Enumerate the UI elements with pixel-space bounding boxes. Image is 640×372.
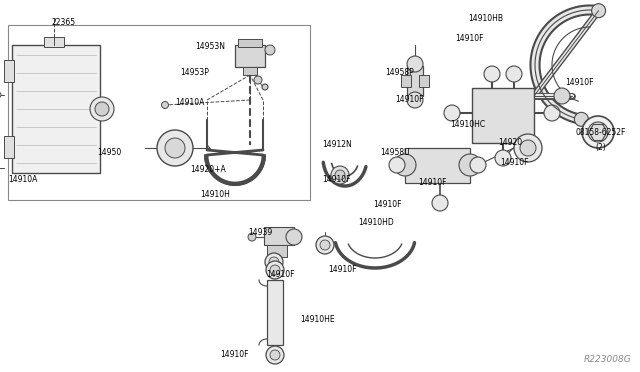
Bar	[264, 227, 294, 245]
Bar	[419, 75, 429, 87]
Text: 14958U: 14958U	[380, 148, 410, 157]
Circle shape	[270, 350, 280, 360]
Bar	[405, 153, 470, 178]
Text: 14910HE: 14910HE	[300, 315, 335, 324]
Text: 14910HB: 14910HB	[468, 14, 503, 23]
Text: 14910F: 14910F	[395, 95, 424, 104]
Circle shape	[262, 84, 268, 90]
Text: 14910F: 14910F	[455, 34, 483, 43]
Text: 14910H: 14910H	[200, 190, 230, 199]
Bar	[12, 45, 100, 173]
Circle shape	[90, 97, 114, 121]
Circle shape	[270, 265, 280, 275]
Text: 14910F: 14910F	[373, 200, 401, 209]
Circle shape	[554, 88, 570, 104]
Circle shape	[165, 138, 185, 158]
Circle shape	[591, 4, 605, 18]
Circle shape	[161, 102, 168, 109]
Text: 14939: 14939	[248, 228, 272, 237]
Circle shape	[574, 112, 588, 126]
Circle shape	[335, 170, 345, 180]
Bar	[267, 245, 287, 257]
Circle shape	[331, 166, 349, 184]
Text: 14910F: 14910F	[418, 178, 447, 187]
Circle shape	[394, 154, 416, 176]
Text: 14912N: 14912N	[322, 140, 352, 149]
Circle shape	[432, 195, 448, 211]
Bar	[238, 39, 262, 47]
Circle shape	[389, 157, 405, 173]
Text: 14910F: 14910F	[500, 158, 529, 167]
Circle shape	[157, 130, 193, 166]
Text: 14953N: 14953N	[195, 42, 225, 51]
Text: R223008G: R223008G	[584, 355, 632, 364]
Text: 08158-6252F: 08158-6252F	[575, 128, 625, 137]
Text: 14910HC: 14910HC	[450, 120, 485, 129]
Text: 14958P: 14958P	[385, 68, 413, 77]
Bar	[8, 25, 310, 200]
Text: 14950: 14950	[97, 148, 121, 157]
Circle shape	[316, 236, 334, 254]
Circle shape	[520, 140, 536, 156]
Circle shape	[544, 105, 560, 121]
Circle shape	[582, 116, 614, 148]
Text: 14920+A: 14920+A	[190, 165, 226, 174]
Bar	[243, 67, 257, 75]
Text: 14910HD: 14910HD	[358, 218, 394, 227]
Text: 14910F: 14910F	[220, 350, 248, 359]
Text: 14910A: 14910A	[175, 98, 204, 107]
Bar	[267, 280, 283, 345]
Bar	[407, 66, 423, 96]
Text: (2): (2)	[595, 143, 605, 152]
Bar	[401, 75, 411, 87]
Text: 14953P: 14953P	[180, 68, 209, 77]
Bar	[235, 45, 265, 67]
Text: 22365: 22365	[52, 18, 76, 27]
Circle shape	[495, 150, 511, 166]
Circle shape	[506, 66, 522, 82]
Text: 14910F: 14910F	[322, 175, 351, 184]
Bar	[4, 136, 14, 158]
Circle shape	[588, 122, 608, 142]
Circle shape	[254, 76, 262, 84]
Circle shape	[459, 154, 481, 176]
Circle shape	[266, 261, 284, 279]
Bar	[405, 148, 470, 183]
Circle shape	[286, 229, 302, 245]
Bar	[4, 60, 14, 82]
Circle shape	[95, 102, 109, 116]
Text: 14910A: 14910A	[8, 175, 37, 184]
Text: 14910F: 14910F	[266, 270, 294, 279]
Circle shape	[320, 240, 330, 250]
Circle shape	[407, 92, 423, 108]
Bar	[477, 93, 529, 138]
Circle shape	[444, 105, 460, 121]
Circle shape	[265, 45, 275, 55]
Text: 14920: 14920	[498, 138, 522, 147]
Bar	[44, 37, 64, 47]
Circle shape	[484, 66, 500, 82]
Circle shape	[407, 56, 423, 72]
Text: 14910F: 14910F	[328, 265, 356, 274]
Circle shape	[470, 157, 486, 173]
Circle shape	[266, 346, 284, 364]
Circle shape	[248, 233, 256, 241]
Circle shape	[265, 253, 283, 271]
Circle shape	[269, 257, 279, 267]
Bar	[472, 88, 534, 143]
Circle shape	[0, 92, 1, 98]
Circle shape	[514, 134, 542, 162]
Text: 14910F: 14910F	[565, 78, 593, 87]
